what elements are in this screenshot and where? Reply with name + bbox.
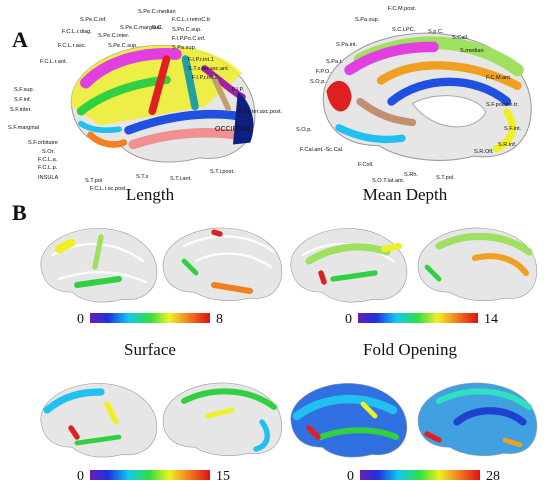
region-label: S.Pe.C.inter.: [98, 33, 130, 39]
colorbar: [90, 470, 210, 480]
region-label: S.F.orbitaire: [28, 140, 58, 146]
panel-label: A: [12, 27, 28, 52]
colorbar-max: 15: [216, 469, 230, 484]
region-label: S.F.int.: [504, 126, 522, 132]
region-label: S.Pe.C.median: [138, 9, 176, 15]
region-label: S.Pa.int.: [336, 42, 358, 48]
colorbar-max: 8: [216, 312, 223, 327]
colorbar: [90, 313, 210, 323]
region-label: F.C.L.r.ant.: [40, 59, 67, 65]
region-label: S.F.polaire.tr.: [486, 102, 519, 108]
region-label: F.C.M.post.: [388, 6, 417, 12]
region-label: S.Rh.: [404, 172, 418, 178]
colorbar-min: 0: [345, 312, 352, 327]
region-label: S.O.T.lat.ant.: [372, 178, 405, 184]
region-label: F.I.P.r.int.1: [188, 57, 214, 63]
region-label: F.I.P.r.int.2: [192, 75, 218, 81]
brain-lateral-atlas: [70, 44, 256, 163]
region-label: S.Pa.sup.: [355, 17, 380, 23]
region-label: S.R.inf.: [498, 142, 517, 148]
region-label: OCCIPITAL: [215, 126, 252, 133]
region-label: S.F.marginal: [8, 125, 39, 131]
region-label: INSULA: [38, 175, 58, 181]
map-title: Surface: [124, 340, 176, 359]
region-label: F.C.L.r.retroC.tr: [172, 17, 210, 23]
region-label: F.C.L.r.asc.: [58, 43, 86, 49]
region-label: S.Pe.C.sup.: [108, 43, 138, 49]
region-label: S.Pe.C.marginal.: [120, 25, 163, 31]
region-label: S.Pe.C.inf.: [80, 17, 107, 23]
region-label: S.Or.: [42, 149, 55, 155]
region-label: F.C.M.ant.: [486, 75, 512, 81]
region-label: S.T.pol.: [436, 175, 455, 181]
region-label: S.Pa.t.: [326, 59, 343, 65]
region-label: S.C.: [152, 25, 163, 31]
region-label: S.F.inf.: [14, 97, 32, 103]
region-label: F.I.P.Po.C.inf.: [172, 36, 206, 42]
colorbar-min: 0: [77, 469, 84, 484]
region-label: F.C.L.r.diag.: [62, 29, 92, 35]
region-label: F.I.P.: [232, 87, 244, 93]
region-label: S.T.pol: [85, 178, 102, 184]
region-label: S.F.sup.: [14, 87, 35, 93]
panel-label: B: [12, 200, 27, 225]
region-label: S.T.s.ter.asc.post.: [238, 109, 283, 115]
map-title: Fold Opening: [363, 340, 457, 359]
region-label: S.Pa.sup.: [172, 45, 197, 51]
region-label: S.F.inter.: [10, 107, 32, 113]
map-title: Mean Depth: [363, 185, 448, 204]
region-label: S.R.Olf.: [474, 149, 494, 155]
colorbar: [358, 313, 478, 323]
map-title: Length: [126, 185, 175, 204]
colorbar: [360, 470, 480, 480]
region-label: S.O.p.: [310, 79, 326, 85]
region-label: S.T.i.post.: [210, 169, 235, 175]
region-label: F.P.O.: [316, 69, 331, 75]
region-label: S.Call.: [452, 35, 469, 41]
region-label: S.median: [460, 48, 484, 54]
region-label: S.C.LPC.: [392, 27, 416, 33]
region-label: S.T.i.ant.: [170, 176, 192, 182]
region-label: F.Coll.: [358, 162, 374, 168]
region-label: S.T.s.ter.asc.ant.: [188, 66, 230, 72]
region-label: F.C.L.a.: [38, 157, 58, 163]
colorbar-min: 0: [77, 312, 84, 327]
colorbar-max: 28: [486, 469, 500, 484]
brain-medial-atlas: [322, 32, 532, 161]
region-label: S.Po.C.sup.: [172, 27, 202, 33]
region-label: S.p.C.: [428, 29, 444, 35]
region-label: S.O.p.: [296, 127, 312, 133]
colorbar-max: 14: [484, 312, 498, 327]
region-label: S.T.s: [136, 174, 149, 180]
region-label: F.C.L.p.: [38, 165, 58, 171]
region-label: F.C.L.r.sc.post.: [90, 186, 127, 192]
brain-maps: [40, 227, 538, 458]
colorbar-min: 0: [347, 469, 354, 484]
region-label: F.Cal.ant.-Sc.Cal.: [300, 147, 344, 153]
